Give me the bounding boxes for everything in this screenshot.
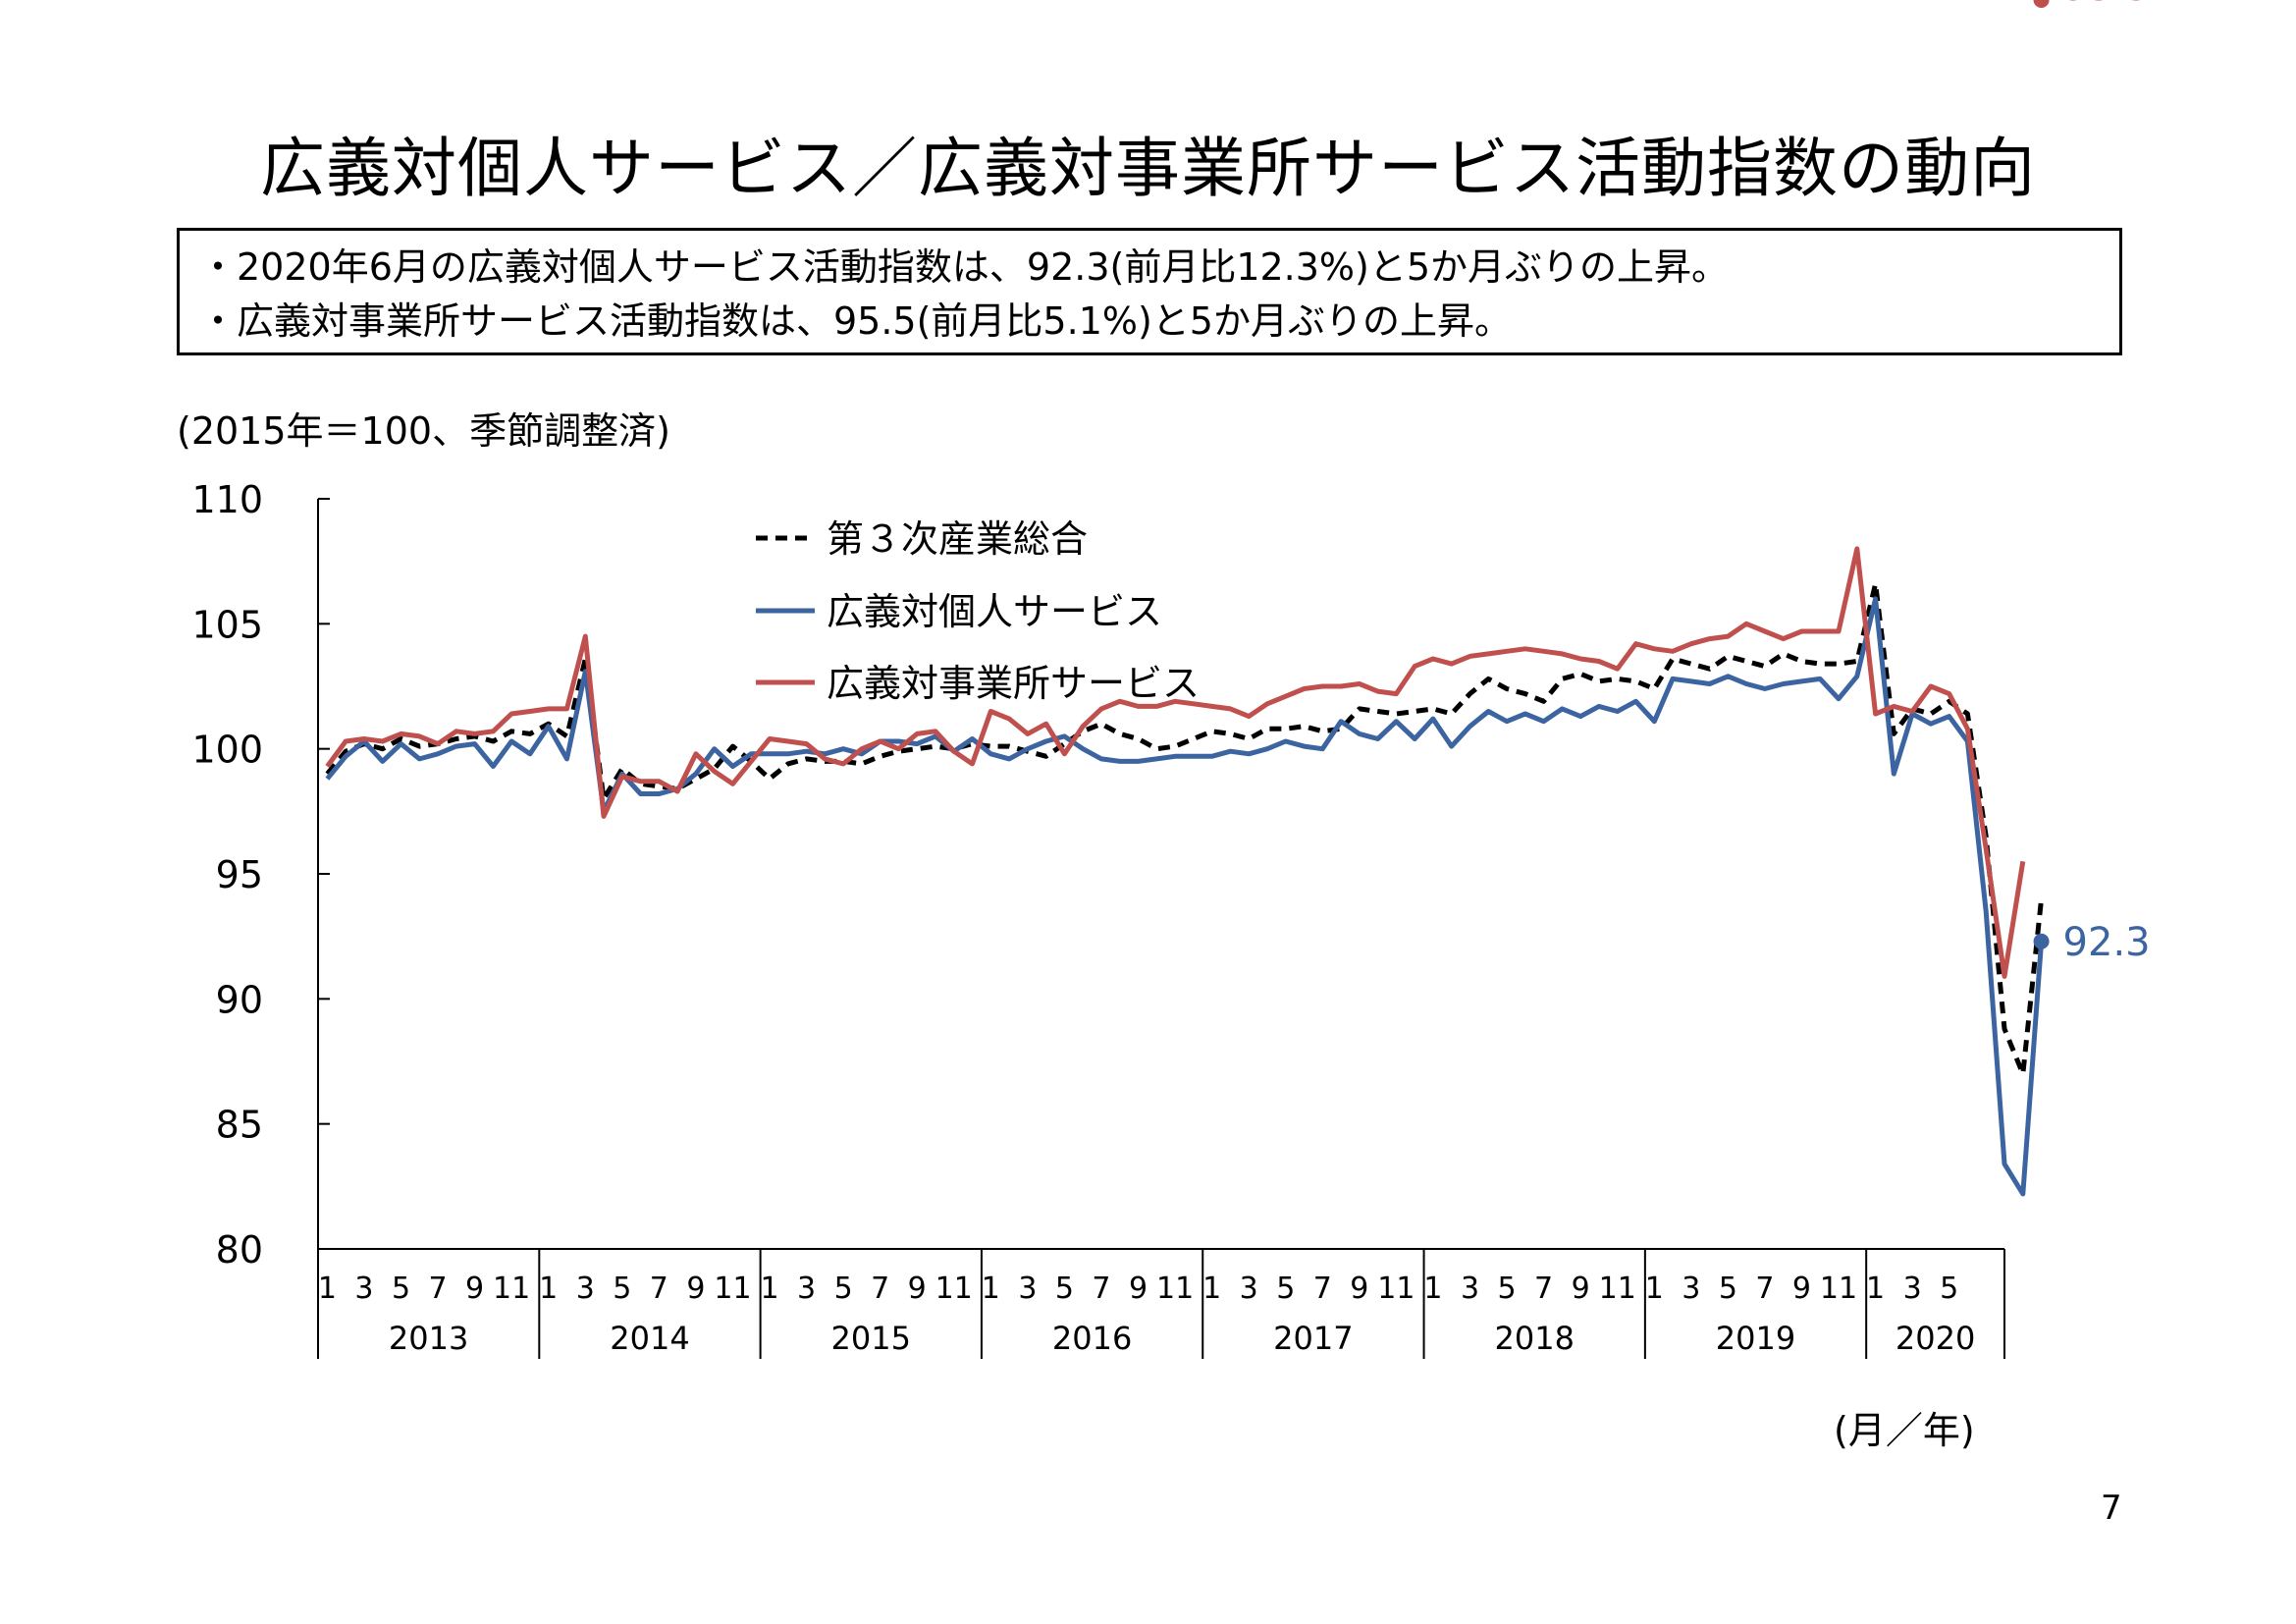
legend-label: 広義対事業所サービス: [827, 662, 1200, 705]
month-tick-label: 7: [1092, 1272, 1110, 1306]
summary-box: ・2020年6月の広義対個人サービス活動指数は、92.3(前月比12.3%)と5…: [177, 228, 2122, 355]
month-tick-label: 9: [908, 1272, 927, 1306]
month-tick-label: 9: [465, 1272, 484, 1306]
month-tick-label: 5: [613, 1272, 631, 1306]
year-label: 2015: [831, 1320, 911, 1357]
month-tick-label: 9: [1792, 1272, 1811, 1306]
legend-label: 広義対個人サービス: [827, 590, 1162, 633]
end-point-marker: [2033, 0, 2050, 8]
month-tick-label: 1: [1645, 1272, 1664, 1306]
month-tick-label: 5: [1276, 1272, 1295, 1306]
month-tick-label: 7: [428, 1272, 447, 1306]
month-tick-label: 3: [1461, 1272, 1479, 1306]
series-line-2: [325, 546, 2026, 979]
summary-line-business: ・広義対事業所サービス活動指数は、95.5(前月比5.1%)と5か月ぶりの上昇。: [199, 299, 1512, 343]
month-tick-label: 1: [1202, 1272, 1221, 1306]
month-tick-label: 1: [760, 1272, 778, 1306]
page-number: 7: [2101, 1489, 2122, 1528]
month-tick-label: 11: [1599, 1272, 1636, 1306]
month-tick-label: 9: [1572, 1272, 1590, 1306]
y-tick-label: 90: [216, 978, 263, 1021]
month-tick-label: 1: [318, 1272, 337, 1306]
y-tick-label: 105: [191, 603, 263, 646]
year-label: 2013: [389, 1320, 468, 1357]
month-tick-label: 3: [576, 1272, 595, 1306]
month-tick-label: 7: [871, 1272, 889, 1306]
summary-line-personal: ・2020年6月の広義対個人サービス活動指数は、92.3(前月比12.3%)と5…: [199, 245, 1730, 289]
y-tick-label: 85: [216, 1104, 263, 1147]
chart-series: [325, 546, 2045, 1197]
month-tick-label: 5: [1055, 1272, 1074, 1306]
series-line-0: [325, 581, 2045, 1077]
month-tick-label: 5: [1498, 1272, 1517, 1306]
month-tick-label: 11: [493, 1272, 530, 1306]
month-tick-label: 9: [1129, 1272, 1148, 1306]
chart-end-labels: 95.5 92.3: [2033, 0, 2151, 965]
legend-label: 第３次産業総合: [827, 517, 1088, 561]
month-tick-label: 1: [1423, 1272, 1442, 1306]
month-tick-label: 5: [834, 1272, 853, 1306]
month-tick-label: 11: [935, 1272, 973, 1306]
month-tick-label: 3: [354, 1272, 373, 1306]
end-value-label: 95.5: [2063, 0, 2151, 10]
year-label: 2017: [1273, 1320, 1353, 1357]
month-tick-label: 7: [650, 1272, 668, 1306]
month-tick-label: 11: [714, 1272, 751, 1306]
month-tick-label: 3: [1240, 1272, 1258, 1306]
y-tick-label: 100: [191, 729, 263, 772]
year-label: 2020: [1896, 1320, 1975, 1357]
month-tick-label: 7: [1313, 1272, 1332, 1306]
month-tick-label: 9: [1350, 1272, 1368, 1306]
y-tick-label: 80: [216, 1228, 263, 1272]
page-title: 広義対個人サービス／広義対事業所サービス活動指数の動向: [260, 131, 2036, 206]
y-tick-label: 110: [191, 478, 263, 521]
month-tick-label: 11: [1377, 1272, 1415, 1306]
year-label: 2016: [1052, 1320, 1132, 1357]
month-tick-label: 11: [1820, 1272, 1857, 1306]
month-tick-label: 7: [1534, 1272, 1553, 1306]
month-tick-label: 5: [1719, 1272, 1737, 1306]
month-tick-label: 3: [797, 1272, 816, 1306]
year-label: 2019: [1716, 1320, 1795, 1357]
month-tick-label: 9: [686, 1272, 705, 1306]
month-tick-label: 3: [1018, 1272, 1037, 1306]
month-tick-label: 1: [982, 1272, 1000, 1306]
end-point-marker: [2033, 933, 2050, 949]
x-axis-unit: (月／年): [1834, 1409, 1975, 1452]
month-tick-label: 7: [1755, 1272, 1774, 1306]
month-tick-label: 5: [392, 1272, 410, 1306]
year-label: 2014: [610, 1320, 689, 1357]
month-tick-label: 1: [539, 1272, 558, 1306]
month-tick-label: 11: [1156, 1272, 1194, 1306]
month-tick-label: 3: [1903, 1272, 1922, 1306]
unit-note: (2015年＝100、季節調整済): [177, 409, 670, 453]
month-tick-label: 3: [1682, 1272, 1700, 1306]
month-tick-label: 5: [1940, 1272, 1958, 1306]
end-value-label: 92.3: [2063, 920, 2151, 965]
year-label: 2018: [1494, 1320, 1574, 1357]
month-tick-label: 1: [1866, 1272, 1885, 1306]
y-tick-label: 95: [216, 853, 263, 896]
